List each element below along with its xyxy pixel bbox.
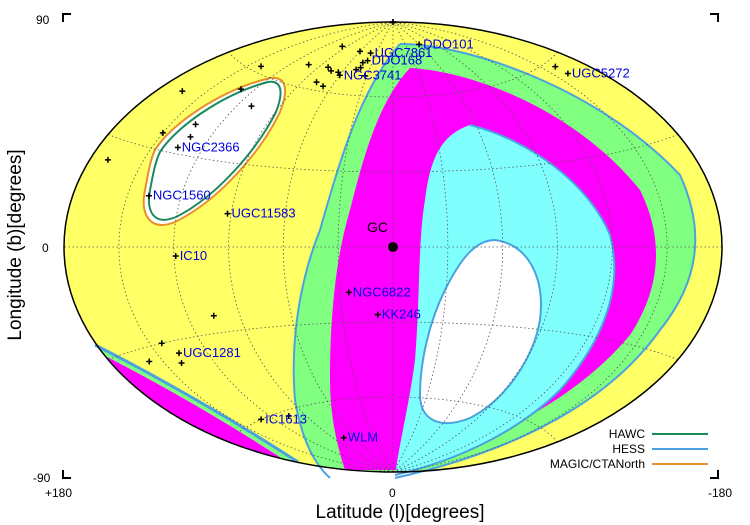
galaxy-label: UGC7861: [375, 45, 433, 60]
grid-parallel: [228, 51, 558, 98]
blue-strip-lower: [88, 342, 307, 472]
galaxy-marker: [187, 133, 194, 140]
x-tick-right: -180: [708, 486, 732, 500]
galaxy-label: NGC6822: [353, 284, 411, 299]
y-tick-bottom: -90: [33, 471, 51, 485]
galaxy-label: UGC5272: [572, 66, 630, 81]
galaxy-marker: [224, 210, 231, 217]
hess-left-curve: [292, 43, 401, 479]
y-tick-middle: 0: [42, 241, 49, 255]
y-tick-top: 90: [36, 13, 50, 27]
galaxy-marker: [313, 79, 320, 86]
galaxy-marker: [179, 88, 186, 95]
galaxy-marker: [175, 350, 182, 357]
galaxy-marker: [146, 358, 153, 365]
hess-outer-curve: [394, 43, 697, 479]
galactic-center: GC: [367, 219, 398, 252]
grid-meridian: [337, 22, 394, 472]
legend-label-magic: MAGIC/CTANorth: [550, 457, 645, 471]
legend-label-hawc: HAWC: [609, 427, 646, 441]
galaxy-marker: [353, 66, 360, 73]
galaxy-marker: [328, 67, 335, 74]
galaxy-label: IC1613: [265, 411, 307, 426]
galaxy-label: NGC2366: [182, 140, 240, 155]
hawc-north-curve: [148, 80, 282, 221]
galaxy-marker: [552, 63, 559, 70]
galaxy-marker: [210, 312, 217, 319]
hess-cyan-curve: [394, 124, 616, 476]
galaxy-marker: [335, 69, 342, 76]
galaxy-marker: [364, 57, 371, 64]
grid-meridian: [392, 22, 558, 472]
x-tick-middle: 0: [389, 486, 396, 500]
galaxy-marker: [159, 129, 166, 136]
galaxy-label: NGC1560: [153, 188, 211, 203]
grid-parallel: [228, 396, 558, 443]
galaxy-marker: [172, 253, 179, 260]
galaxy-marker: [178, 359, 185, 366]
galaxy-label: UGC11583: [232, 206, 296, 221]
galaxy-marker: [158, 340, 165, 347]
galaxy-marker: [104, 156, 111, 163]
galaxy-marker: [258, 416, 265, 423]
galaxy-marker: [362, 72, 369, 79]
galaxy-marker: [145, 192, 152, 199]
galaxy-label: NGC3741: [344, 67, 402, 82]
galaxy-label: IC10: [180, 248, 207, 263]
galaxy-marker: [336, 72, 343, 79]
galaxy-marker: [340, 434, 347, 441]
galaxy-marker: [320, 83, 327, 90]
white-north-region: [143, 77, 286, 225]
hess-lower-strip: [94, 343, 299, 464]
galaxy-marker: [357, 64, 364, 71]
boundary-curves: [94, 43, 697, 479]
galaxy-marker: [237, 86, 244, 93]
grid-parallel: [107, 134, 679, 173]
grid-meridian: [392, 22, 449, 472]
galactic-center-label: GC: [367, 219, 388, 235]
grid-parallel: [107, 321, 679, 360]
galaxy-label: UGC1281: [183, 345, 241, 360]
galaxy-marker: [390, 19, 396, 25]
galaxy-marker: [374, 311, 381, 318]
frame-corners: [62, 13, 719, 479]
galaxy-marker: [305, 61, 312, 68]
galaxy-marker: [416, 41, 423, 48]
galaxy-marker: [564, 70, 571, 77]
galaxy-marker: [174, 144, 181, 151]
galaxy-marker: [339, 43, 346, 50]
coverage-regions: [64, 44, 696, 472]
galaxy-marker: [285, 413, 292, 420]
galaxy-marker: [367, 50, 374, 57]
legend-label-hess: HESS: [612, 442, 645, 456]
galaxy-marker: [356, 48, 363, 55]
x-tick-left: +180: [45, 486, 72, 500]
white-core-region: [420, 240, 541, 424]
galaxy-marker: [258, 63, 265, 70]
x-axis-label: Latitude (l)[degrees]: [316, 502, 485, 523]
galaxy-marker: [248, 103, 255, 110]
galaxy-label: DDO168: [372, 53, 423, 68]
y-axis-label: Longitude (b)[degrees]: [5, 149, 26, 340]
galaxy-label: WLM: [348, 430, 378, 445]
galaxy-marker: [359, 59, 366, 66]
galaxy-label: DDO101: [423, 36, 474, 51]
galaxy-marker: [192, 121, 199, 128]
legend: HAWC HESS MAGIC/CTANorth: [550, 427, 708, 471]
magic-north-curve: [142, 76, 287, 226]
hess-core-curve: [418, 238, 542, 424]
galaxy-marker: [345, 289, 352, 296]
galaxy-marker: [325, 64, 332, 71]
grid-meridian: [228, 22, 394, 472]
galactic-center-dot: [388, 242, 398, 252]
galaxy-label: KK246: [382, 307, 421, 322]
